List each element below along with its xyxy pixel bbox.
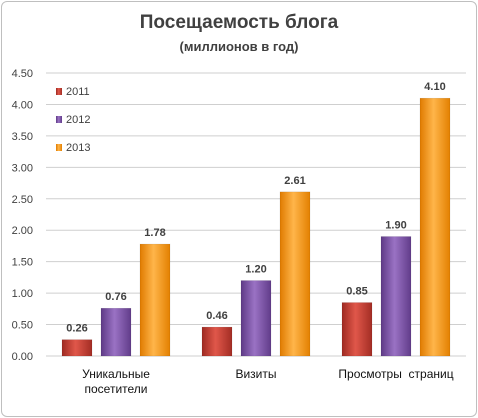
data-label: 0.85 — [346, 286, 367, 298]
data-label: 4.10 — [424, 81, 445, 93]
y-tick-label: 1.50 — [12, 257, 33, 269]
chart-title: Посещаемость блога — [139, 12, 339, 33]
y-tick-label: 0.00 — [12, 351, 33, 363]
data-label: 1.78 — [144, 227, 165, 239]
x-axis-label: Визиты — [235, 367, 276, 381]
data-label: 0.76 — [105, 291, 126, 303]
bar-2011-0 — [61, 339, 93, 357]
bars — [61, 97, 451, 357]
data-label: 1.20 — [245, 264, 266, 276]
bar-2013-0 — [139, 243, 171, 357]
y-tick-label: 2.50 — [12, 194, 33, 206]
data-label: 0.46 — [206, 310, 227, 322]
legend-swatch-2011 — [56, 88, 62, 95]
x-axis-label: посетители — [85, 382, 148, 396]
y-tick-label: 0.50 — [12, 320, 33, 332]
y-tick-label: 2.00 — [12, 225, 33, 237]
bar-2012-0 — [100, 307, 132, 357]
x-axis-label: Просмотры страниц — [338, 367, 453, 381]
legend-swatch-2012 — [56, 116, 62, 123]
x-axis-label: Уникальные — [82, 367, 150, 381]
y-tick-label: 4.50 — [12, 68, 33, 80]
y-axis-ticks: 0.00 0.50 1.00 1.50 2.00 2.50 3.00 3.50 4.00 4.50 — [12, 68, 33, 363]
y-tick-label: 4.00 — [12, 99, 33, 111]
bar-2012-1 — [240, 280, 272, 357]
data-label: 1.90 — [385, 220, 406, 232]
y-tick-label: 1.00 — [12, 288, 33, 300]
bar-2011-2 — [341, 302, 373, 357]
data-labels: 0.26 0.76 1.78 0.46 1.20 2.61 0.85 1.90 4.10 — [66, 81, 445, 334]
bar-2012-2 — [380, 236, 412, 357]
y-tick-label: 3.50 — [12, 131, 33, 143]
bar-2013-2 — [419, 97, 451, 357]
y-tick-label: 3.00 — [12, 162, 33, 174]
chart-subtitle: (миллионов в год) — [179, 39, 299, 54]
legend-label: 2013 — [66, 142, 90, 154]
data-label: 0.26 — [66, 323, 87, 335]
data-label: 2.61 — [284, 175, 305, 187]
legend-label: 2012 — [66, 114, 90, 126]
bar-2011-1 — [201, 326, 233, 357]
legend-swatch-2013 — [56, 144, 62, 151]
bar-2013-1 — [279, 191, 311, 357]
legend: 2011 2012 2013 — [56, 86, 90, 154]
legend-label: 2011 — [66, 86, 90, 98]
